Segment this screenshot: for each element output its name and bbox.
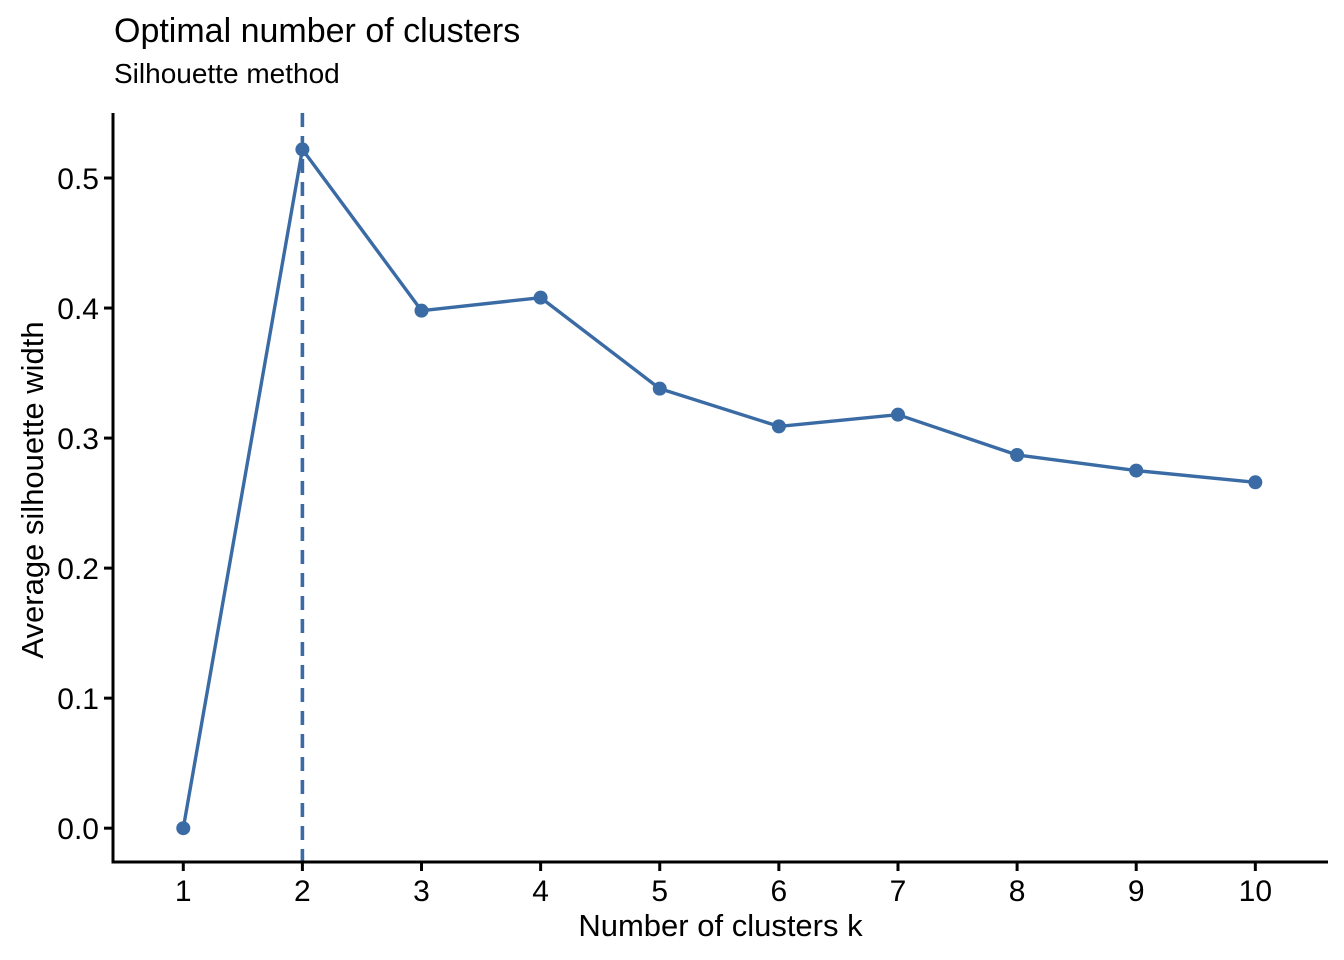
x-tick-label: 3 <box>413 875 430 908</box>
data-point <box>1248 475 1263 490</box>
x-tick-label: 2 <box>294 875 311 908</box>
data-point <box>533 290 548 305</box>
chart-title: Optimal number of clusters <box>114 12 521 50</box>
data-point <box>890 407 905 422</box>
x-tick-label: 7 <box>890 875 907 908</box>
y-tick-label: 0.2 <box>57 553 99 586</box>
data-point <box>771 419 786 434</box>
x-axis-title: Number of clusters k <box>578 908 863 943</box>
data-point <box>414 303 429 318</box>
data-point <box>652 381 667 396</box>
x-tick-label: 10 <box>1239 875 1272 908</box>
series-line <box>181 147 1258 830</box>
y-tick-label: 0.1 <box>57 683 99 716</box>
y-tick-label: 0.3 <box>57 423 99 456</box>
x-tick-label: 9 <box>1128 875 1145 908</box>
x-tick-label: 5 <box>651 875 668 908</box>
y-tick-label: 0.0 <box>57 813 99 846</box>
x-tick-label: 1 <box>175 875 192 908</box>
data-point <box>295 142 310 157</box>
x-tick-label: 4 <box>532 875 549 908</box>
data-point <box>176 821 191 836</box>
x-tick-label: 6 <box>771 875 788 908</box>
x-tick-label: 8 <box>1009 875 1026 908</box>
chart-subtitle: Silhouette method <box>114 58 340 89</box>
y-tick-label: 0.5 <box>57 163 99 196</box>
data-point <box>1010 447 1025 462</box>
y-tick-label: 0.4 <box>57 293 99 326</box>
data-point <box>1129 463 1144 478</box>
